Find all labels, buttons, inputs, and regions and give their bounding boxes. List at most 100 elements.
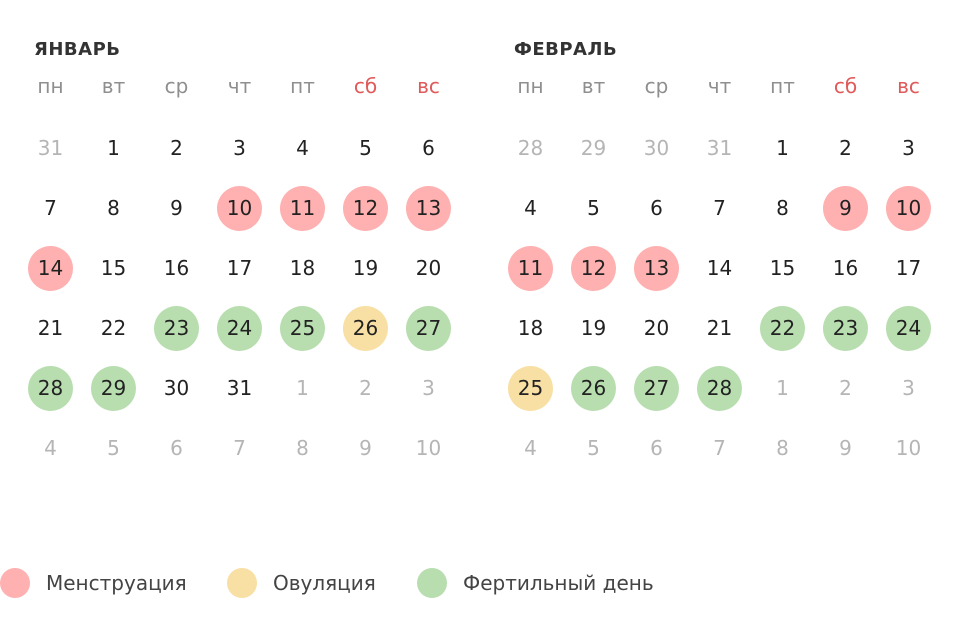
day-number: 5 — [359, 136, 372, 160]
day-cell[interactable]: 7 — [19, 178, 82, 238]
day-number: 31 — [706, 136, 733, 160]
day-cell-ovulation[interactable]: 26 — [334, 298, 397, 358]
day-cell-menstruation[interactable]: 10 — [208, 178, 271, 238]
day-number: 30 — [163, 376, 190, 400]
day-cell[interactable]: 16 — [145, 238, 208, 298]
legend-item-fertile: Фертильный день — [417, 565, 654, 601]
day-cell-menstruation[interactable]: 14 — [19, 238, 82, 298]
day-cell-menstruation[interactable]: 12 — [334, 178, 397, 238]
day-cell-menstruation[interactable]: 9 — [814, 178, 877, 238]
day-cell[interactable]: 3 — [877, 118, 940, 178]
weekday-label: сб — [353, 74, 378, 98]
day-cell-fertile[interactable]: 29 — [82, 358, 145, 418]
day-cell[interactable]: 4 — [499, 178, 562, 238]
day-cell[interactable]: 7 — [688, 178, 751, 238]
day-cell-fertile[interactable]: 27 — [397, 298, 460, 358]
month-title: ФЕВРАЛЬ — [514, 39, 618, 60]
day-cell[interactable]: 14 — [688, 238, 751, 298]
day-cell[interactable]: 1 — [82, 118, 145, 178]
day-number: 9 — [823, 185, 868, 231]
day-cell[interactable]: 20 — [625, 298, 688, 358]
days-grid: 28 29 30 31 1 2 3 4 5 6 7 8 9 10 11 12 13 14 15 16 17 18 19 20 2… — [499, 118, 940, 478]
day-cell-menstruation[interactable]: 10 — [877, 178, 940, 238]
day-cell[interactable]: 17 — [208, 238, 271, 298]
day-cell[interactable]: 15 — [82, 238, 145, 298]
day-cell-fertile[interactable]: 28 — [688, 358, 751, 418]
day-number: 7 — [713, 196, 726, 220]
day-cell[interactable]: 20 — [397, 238, 460, 298]
day-number: 1 — [107, 136, 120, 160]
day-number: 9 — [170, 196, 183, 220]
day-number: 30 — [643, 136, 670, 160]
day-cell[interactable]: 8 — [751, 178, 814, 238]
day-cell-other-month: 2 — [334, 358, 397, 418]
day-number: 4 — [524, 196, 537, 220]
day-cell[interactable]: 16 — [814, 238, 877, 298]
day-cell-fertile[interactable]: 24 — [877, 298, 940, 358]
weekday-label: чт — [707, 74, 732, 98]
ovulation-dot-icon — [227, 568, 257, 598]
day-number: 10 — [886, 185, 931, 231]
day-cell-menstruation[interactable]: 13 — [625, 238, 688, 298]
day-number: 19 — [580, 316, 607, 340]
day-cell-other-month: 3 — [877, 358, 940, 418]
day-cell-ovulation[interactable]: 25 — [499, 358, 562, 418]
day-number: 2 — [359, 376, 372, 400]
weekday-label: сб — [833, 74, 858, 98]
day-cell[interactable]: 30 — [145, 358, 208, 418]
day-number: 28 — [517, 136, 544, 160]
day-cell[interactable]: 2 — [814, 118, 877, 178]
day-cell-other-month: 1 — [271, 358, 334, 418]
day-cell[interactable]: 18 — [499, 298, 562, 358]
day-cell-fertile[interactable]: 28 — [19, 358, 82, 418]
day-cell[interactable]: 6 — [625, 178, 688, 238]
day-cell[interactable]: 1 — [751, 118, 814, 178]
day-cell[interactable]: 19 — [334, 238, 397, 298]
day-cell[interactable]: 15 — [751, 238, 814, 298]
day-cell[interactable]: 5 — [562, 178, 625, 238]
day-cell-fertile[interactable]: 23 — [814, 298, 877, 358]
day-cell-other-month: 10 — [877, 418, 940, 478]
day-cell-fertile[interactable]: 22 — [751, 298, 814, 358]
legend-item-menstruation: Менструация — [0, 565, 187, 601]
day-cell-fertile[interactable]: 27 — [625, 358, 688, 418]
day-cell-other-month: 7 — [208, 418, 271, 478]
day-cell-fertile[interactable]: 23 — [145, 298, 208, 358]
day-cell[interactable]: 19 — [562, 298, 625, 358]
day-cell[interactable]: 21 — [19, 298, 82, 358]
day-cell[interactable]: 6 — [397, 118, 460, 178]
day-cell-other-month: 8 — [271, 418, 334, 478]
day-cell-fertile[interactable]: 25 — [271, 298, 334, 358]
day-cell-other-month: 6 — [625, 418, 688, 478]
day-number: 4 — [524, 436, 537, 460]
day-number: 13 — [634, 245, 679, 291]
day-cell-fertile[interactable]: 26 — [562, 358, 625, 418]
day-cell-menstruation[interactable]: 13 — [397, 178, 460, 238]
day-cell-fertile[interactable]: 24 — [208, 298, 271, 358]
day-cell[interactable]: 9 — [145, 178, 208, 238]
day-number: 20 — [415, 256, 442, 280]
day-number: 25 — [280, 305, 325, 351]
day-cell[interactable]: 17 — [877, 238, 940, 298]
day-number: 2 — [839, 136, 852, 160]
day-cell[interactable]: 5 — [334, 118, 397, 178]
day-cell-other-month: 8 — [751, 418, 814, 478]
day-cell-menstruation[interactable]: 11 — [271, 178, 334, 238]
day-number: 16 — [163, 256, 190, 280]
day-number: 24 — [886, 305, 931, 351]
day-cell[interactable]: 4 — [271, 118, 334, 178]
day-number: 6 — [650, 196, 663, 220]
day-cell[interactable]: 18 — [271, 238, 334, 298]
day-cell-menstruation[interactable]: 12 — [562, 238, 625, 298]
day-cell[interactable]: 31 — [208, 358, 271, 418]
day-cell-menstruation[interactable]: 11 — [499, 238, 562, 298]
day-number: 11 — [508, 245, 553, 291]
day-number: 2 — [170, 136, 183, 160]
day-number: 17 — [226, 256, 253, 280]
day-number: 5 — [107, 436, 120, 460]
day-cell[interactable]: 3 — [208, 118, 271, 178]
day-cell[interactable]: 8 — [82, 178, 145, 238]
day-cell[interactable]: 22 — [82, 298, 145, 358]
day-cell[interactable]: 2 — [145, 118, 208, 178]
day-cell[interactable]: 21 — [688, 298, 751, 358]
